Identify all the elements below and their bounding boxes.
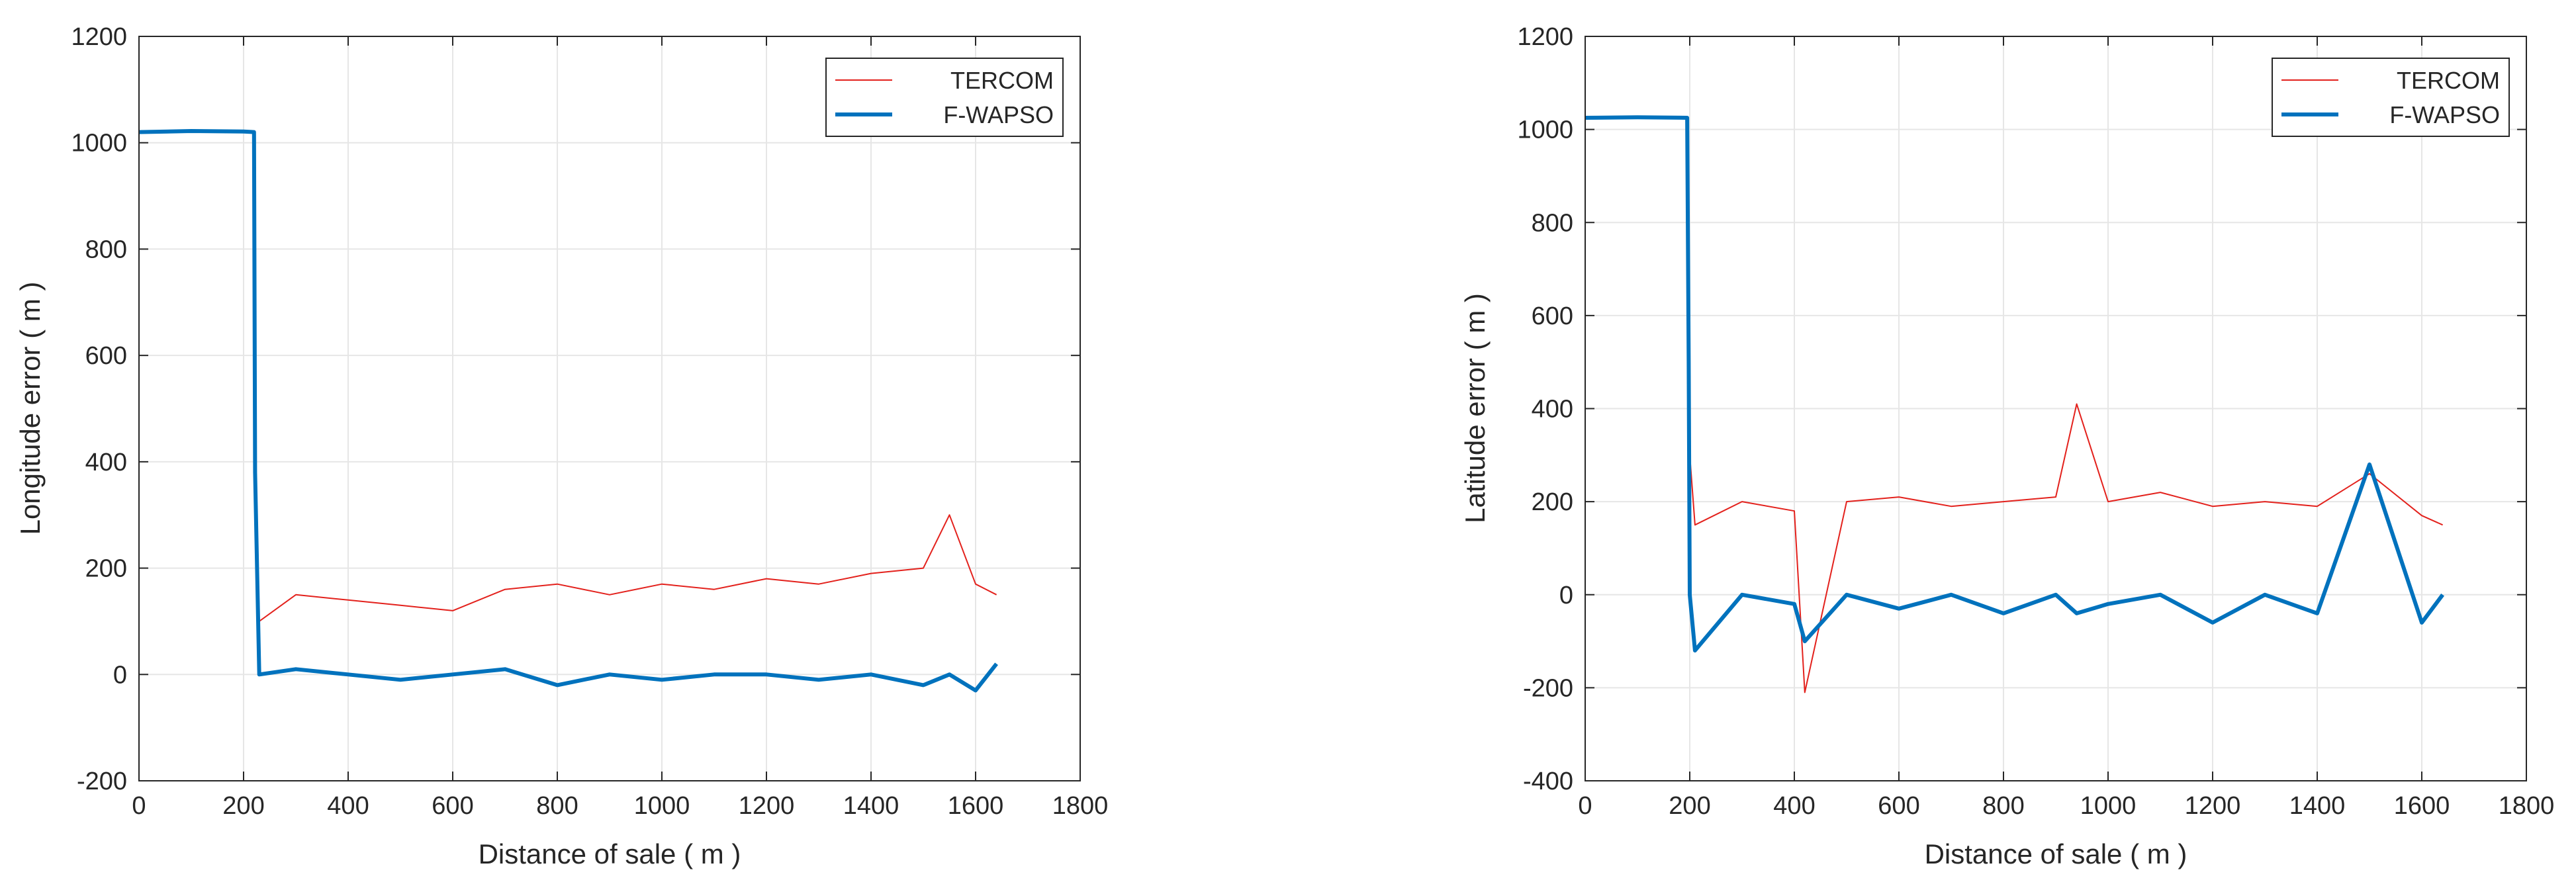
x-tick-label: 1000 xyxy=(2080,792,2137,820)
legend-label-tercom: TERCOM xyxy=(950,67,1054,94)
y-axis-label: Latitude error ( m ) xyxy=(1459,293,1491,523)
y-tick-label: -200 xyxy=(77,768,127,795)
x-tick-label: 800 xyxy=(536,792,578,820)
x-tick-label: 0 xyxy=(132,792,146,820)
axes-background xyxy=(139,36,1080,781)
y-tick-label: 800 xyxy=(85,236,127,263)
axes-box xyxy=(138,36,1081,781)
y-tick-label: 400 xyxy=(85,449,127,476)
y-tick-label: 1200 xyxy=(1517,23,1573,51)
series-line-f-wapso xyxy=(1585,115,2444,653)
x-axis-label: Distance of sale ( m ) xyxy=(479,838,741,869)
x-tick-label: 400 xyxy=(1773,792,1815,820)
series-line-f-wapso xyxy=(138,129,998,693)
y-tick-label: 600 xyxy=(85,342,127,370)
x-tick-label: 600 xyxy=(432,792,473,820)
legend: TERCOM F-WAPSO xyxy=(825,58,1064,137)
x-tick-label: 1600 xyxy=(2394,792,2450,820)
tick-labels: 0 200 400 600 800 1000 1200 1400 1600 1800-200020… xyxy=(71,23,1108,820)
legend-label-fwapso: F-WAPSO xyxy=(943,101,1054,128)
x-tick-label: 1000 xyxy=(634,792,690,820)
x-tick-label: 200 xyxy=(222,792,264,820)
x-axis-label: Distance of sale ( m ) xyxy=(1925,838,2187,869)
y-tick-label: 600 xyxy=(1532,302,1573,330)
x-tick-label: 1600 xyxy=(948,792,1004,820)
y-tick-label: 800 xyxy=(1532,209,1573,237)
y-axis-label: Longitude error ( m ) xyxy=(15,282,46,535)
legend-label-tercom: TERCOM xyxy=(2397,67,2500,94)
x-tick-label: 1400 xyxy=(843,792,899,820)
x-tick-label: 1200 xyxy=(2185,792,2241,820)
x-tick-label: 1800 xyxy=(2499,792,2555,820)
y-tick-label: 0 xyxy=(1559,582,1573,609)
y-tick-label: 1000 xyxy=(1517,116,1573,144)
tick-labels: 0 200 400 600 800 1000 1200 1400 1600 1800 -400 -20… xyxy=(1517,23,2554,820)
x-tick-label: 1400 xyxy=(2289,792,2346,820)
x-tick-label: 800 xyxy=(1982,792,2024,820)
y-tick-label: -400 xyxy=(1523,768,1573,795)
legend-label-fwapso: F-WAPSO xyxy=(2389,101,2500,128)
y-tick-label: -200 xyxy=(1523,674,1573,702)
x-tick-label: 1800 xyxy=(1052,792,1109,820)
y-tick-label: 200 xyxy=(1532,488,1573,516)
y-tick-label: 1200 xyxy=(71,23,127,51)
x-tick-label: 400 xyxy=(327,792,369,820)
legend: TERCOM F-WAPSO xyxy=(2272,58,2510,137)
x-tick-label: 600 xyxy=(1878,792,1919,820)
y-tick-label: 1000 xyxy=(71,130,127,157)
y-tick-label: 200 xyxy=(85,555,127,583)
x-tick-label: 0 xyxy=(1578,792,1592,820)
y-tick-label: 0 xyxy=(113,661,127,689)
x-tick-label: 200 xyxy=(1669,792,1710,820)
legend-box xyxy=(825,58,1064,137)
chart-longitude-error: 0 200 400 600 800 1000 1200 1400 1600 1800-200020… xyxy=(15,23,1108,869)
data-series xyxy=(1585,115,2444,693)
chart-latitude-error: 0 200 400 600 800 1000 1200 1400 1600 1800 -400 -20… xyxy=(1459,23,2554,869)
y-tick-label: 400 xyxy=(1532,396,1573,423)
legend-box xyxy=(2272,58,2510,137)
x-tick-label: 1200 xyxy=(739,792,795,820)
